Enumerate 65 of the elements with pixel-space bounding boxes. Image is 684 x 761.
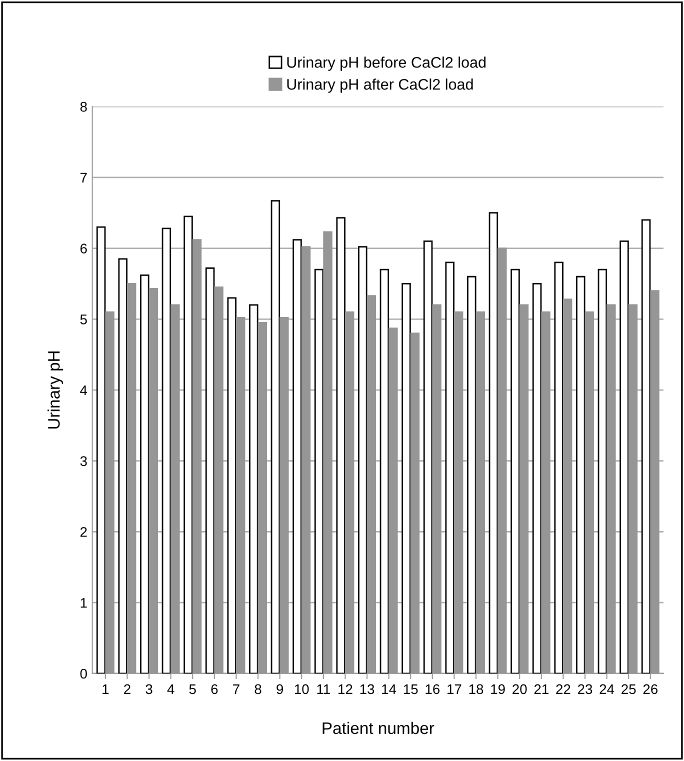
bar (118, 258, 128, 674)
bar (402, 283, 411, 674)
bar (270, 200, 280, 674)
x-tick-label: 23 (578, 684, 592, 694)
y-tick-label: 5 (80, 314, 87, 324)
y-tick-label: 7 (80, 172, 87, 182)
y-tick-label: 3 (80, 456, 87, 466)
x-tick-label: 10 (294, 684, 309, 694)
bar (96, 226, 106, 674)
legend-label: Urinary pH after CaCl2 load (287, 78, 473, 93)
y-tick-label: 8 (80, 102, 87, 112)
bar (576, 276, 586, 674)
bar (205, 267, 215, 674)
bar (162, 228, 172, 674)
bar (554, 262, 564, 674)
x-tick-label: 22 (556, 684, 570, 694)
bar (140, 274, 150, 674)
legend-label: Urinary pH before CaCl2 load (287, 56, 486, 71)
x-tick-label: 2 (124, 684, 130, 694)
bar (467, 276, 476, 674)
x-tick-label: 5 (189, 684, 196, 694)
y-tick-label: 2 (80, 527, 87, 537)
x-tick-label: 15 (404, 684, 418, 694)
x-axis-title: Patient number (322, 722, 434, 734)
x-tick-label: 20 (512, 684, 527, 694)
x-tick-label: 4 (167, 684, 174, 694)
bar (532, 283, 542, 674)
bar (488, 212, 498, 674)
x-tick-label: 17 (448, 684, 462, 694)
x-tick-label: 1 (102, 684, 109, 694)
x-tick-label: 16 (426, 684, 440, 694)
bar (598, 268, 608, 674)
bar (249, 304, 258, 674)
bar (184, 216, 193, 674)
x-tick-label: 12 (338, 684, 352, 694)
x-tick-label: 25 (622, 684, 636, 694)
bar (423, 240, 433, 674)
x-tick-label: 9 (276, 684, 284, 694)
x-tick-label: 24 (600, 684, 614, 694)
y-tick-label: 4 (80, 385, 88, 396)
x-tick-label: 11 (317, 684, 330, 694)
bar (510, 268, 520, 674)
bar (336, 217, 346, 674)
y-tick-label: 6 (80, 244, 87, 254)
x-tick-label: 18 (469, 684, 484, 694)
bar (380, 268, 390, 674)
x-tick-label: 14 (382, 684, 396, 694)
x-tick-label: 21 (534, 684, 548, 694)
bar (358, 246, 368, 674)
x-tick-label: 19 (491, 684, 505, 694)
y-axis-title: Urinary pH (48, 352, 64, 429)
bar (620, 240, 629, 674)
y-tick-label: 1 (80, 598, 87, 608)
bar (445, 262, 454, 674)
x-tick-label: 3 (146, 684, 152, 694)
y-tick-label: 0 (80, 668, 87, 679)
bar (292, 239, 302, 674)
x-tick-label: 6 (211, 684, 218, 694)
bar (314, 268, 324, 674)
x-tick-label: 8 (254, 684, 262, 694)
x-tick-label: 26 (643, 684, 658, 694)
x-tick-label: 13 (360, 684, 374, 694)
x-tick-label: 7 (233, 684, 240, 694)
bar (641, 219, 651, 674)
bar (227, 297, 236, 674)
